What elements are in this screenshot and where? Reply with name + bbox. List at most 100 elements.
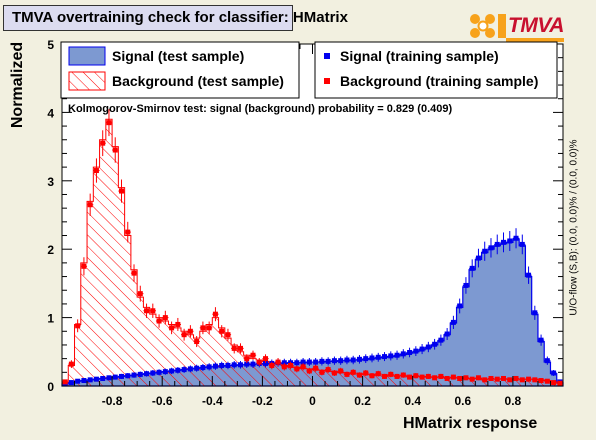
y-tick-label: 5 xyxy=(47,38,54,52)
background-training-marker xyxy=(250,352,256,358)
background-training-marker xyxy=(137,291,143,297)
signal-training-marker xyxy=(544,358,550,364)
background-training-marker xyxy=(100,140,106,146)
legend-swatch-background-test xyxy=(68,71,106,91)
background-training-marker xyxy=(156,318,162,324)
background-training-marker xyxy=(382,373,388,379)
background-training-marker xyxy=(231,345,237,351)
background-training-marker xyxy=(75,323,81,329)
signal-training-marker xyxy=(137,371,143,377)
signal-training-marker xyxy=(131,372,137,378)
signal-training-marker xyxy=(551,370,557,376)
signal-training-marker xyxy=(162,369,168,375)
background-training-marker xyxy=(131,270,137,276)
background-training-marker xyxy=(407,374,413,380)
background-training-marker xyxy=(501,375,507,381)
background-training-marker xyxy=(413,373,419,379)
signal-training-marker xyxy=(450,319,456,325)
background-training-marker xyxy=(369,373,375,379)
signal-training-marker xyxy=(319,358,325,364)
signal-training-marker xyxy=(488,245,494,251)
background-training-marker xyxy=(557,380,563,386)
signal-training-marker xyxy=(93,376,99,382)
signal-training-marker xyxy=(281,360,287,366)
signal-training-marker xyxy=(482,248,488,254)
background-training-marker xyxy=(181,332,187,338)
legend-label-signal-test: Signal (test sample) xyxy=(112,48,244,64)
logo-underline xyxy=(506,38,564,42)
background-training-marker xyxy=(444,375,450,381)
x-tick-label: 0.4 xyxy=(404,394,421,408)
legend-label-background-test: Background (test sample) xyxy=(112,73,284,89)
background-training-marker xyxy=(457,375,463,381)
background-training-marker xyxy=(162,315,168,321)
background-training-marker xyxy=(375,371,381,377)
background-training-points xyxy=(62,109,563,386)
x-tick-label: -0.2 xyxy=(252,394,273,408)
legend-marker-signal-training xyxy=(324,53,330,59)
signal-training-marker xyxy=(388,353,394,359)
background-training-marker xyxy=(200,325,206,331)
background-training-marker xyxy=(275,359,281,365)
signal-training-marker xyxy=(507,238,513,244)
x-tick-label: 0.6 xyxy=(454,394,471,408)
signal-training-marker xyxy=(125,373,131,379)
signal-training-marker xyxy=(338,358,344,364)
y-tick-label: 1 xyxy=(47,312,54,326)
background-training-marker xyxy=(344,371,350,377)
signal-training-marker xyxy=(219,362,225,368)
signal-training-marker xyxy=(175,367,181,373)
background-training-marker xyxy=(93,168,99,174)
background-training-marker xyxy=(513,375,519,381)
background-training-marker xyxy=(300,364,306,370)
background-training-marker xyxy=(400,372,406,378)
background-training-marker xyxy=(319,369,325,375)
background-training-marker xyxy=(419,374,425,380)
background-training-marker xyxy=(125,229,131,235)
signal-training-marker xyxy=(100,375,106,381)
background-training-marker xyxy=(494,376,500,382)
signal-training-marker xyxy=(87,377,93,383)
legend-box-right xyxy=(314,41,558,99)
signal-training-marker xyxy=(538,337,544,343)
ks-test-label: Kolmogorov-Smirnov test: signal (backgro… xyxy=(68,103,452,115)
background-training-marker xyxy=(538,378,544,384)
signal-training-marker xyxy=(532,310,538,316)
background-training-marker xyxy=(288,362,294,368)
background-training-marker xyxy=(475,375,481,381)
signal-training-marker xyxy=(475,255,481,261)
background-training-marker xyxy=(62,379,68,385)
background-training-marker xyxy=(350,369,356,375)
signal-training-marker xyxy=(225,362,231,368)
background-training-marker xyxy=(219,328,225,334)
signal-training-marker xyxy=(369,355,375,361)
background-training-marker xyxy=(532,377,538,383)
background-training-marker xyxy=(225,332,231,338)
signal-training-marker xyxy=(419,346,425,352)
background-training-marker xyxy=(313,365,319,371)
x-tick-label: -0.6 xyxy=(152,394,173,408)
background-training-marker xyxy=(187,328,193,334)
background-training-marker xyxy=(212,311,218,317)
background-training-marker xyxy=(144,308,150,314)
signal-training-marker xyxy=(263,360,269,366)
background-training-marker xyxy=(488,375,494,381)
logo-text: TMVA xyxy=(508,14,564,37)
signal-training-marker xyxy=(438,337,444,343)
background-training-marker xyxy=(394,373,400,379)
background-training-marker xyxy=(281,364,287,370)
signal-training-marker xyxy=(212,363,218,369)
signal-training-marker xyxy=(519,241,525,247)
signal-training-marker xyxy=(513,235,519,241)
signal-training-marker xyxy=(194,365,200,371)
signal-training-marker xyxy=(118,373,124,379)
background-training-marker xyxy=(356,372,362,378)
background-training-marker xyxy=(206,325,212,331)
legend-label-signal-training: Signal (training sample) xyxy=(340,48,499,64)
signal-training-marker xyxy=(469,265,475,271)
signal-training-marker xyxy=(181,367,187,373)
x-tick-label: 0.2 xyxy=(354,394,371,408)
background-training-marker xyxy=(175,321,181,327)
signal-training-marker xyxy=(169,368,175,374)
